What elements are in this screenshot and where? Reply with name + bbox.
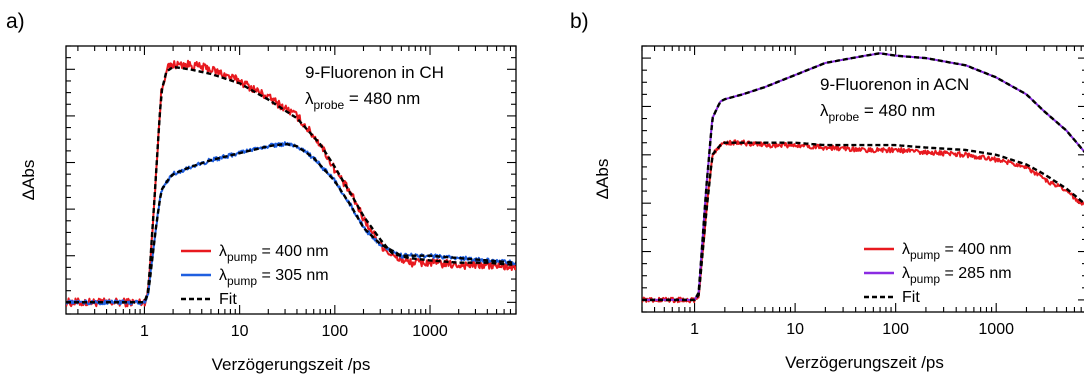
x-tick-label: 10	[231, 323, 249, 340]
legend-value: Fit	[219, 291, 237, 308]
legend-entry: λpump = 400 nm	[902, 241, 1012, 262]
probe-symbol: λ	[305, 89, 314, 108]
panel-label: b)	[570, 10, 589, 33]
probe-subscript: probe	[314, 98, 345, 112]
chart-panel-a: a) 1 10 100 1000 Verzögerungszeit /ps ΔAbs 9-Fl…	[6, 10, 517, 374]
fit-line	[66, 142, 516, 304]
x-tick-label: 100	[882, 321, 909, 338]
x-tick-label: 1000	[412, 323, 448, 340]
y-axis-label: ΔAbs	[19, 160, 38, 201]
probe-annotation: λprobe = 480 nm	[305, 89, 420, 112]
legend-entry: λpump = 305 nm	[219, 267, 329, 288]
probe-annotation: λprobe = 480 nm	[820, 101, 935, 124]
x-tick-label: 1	[140, 323, 149, 340]
sample-annotation: 9-Fluorenon in CH	[305, 63, 444, 82]
series-group	[642, 52, 1084, 304]
probe-value: = 480 nm	[344, 89, 420, 108]
fit-line	[642, 141, 1084, 302]
series-group	[66, 59, 516, 308]
probe-value: = 480 nm	[859, 101, 935, 120]
probe-subscript: probe	[829, 110, 860, 124]
plot-frame	[65, 45, 517, 315]
legend-symbol: λ	[902, 241, 910, 258]
legend-entry: Fit	[902, 289, 920, 306]
legend-subscript: pump	[910, 248, 940, 262]
panel-label: a)	[6, 10, 25, 33]
legend-value: = 400 nm	[257, 243, 329, 260]
legend-symbol: λ	[902, 265, 910, 282]
legend-value: = 400 nm	[940, 241, 1012, 258]
x-axis-label: Verzögerungszeit /ps	[212, 355, 371, 374]
probe-symbol: λ	[820, 101, 829, 120]
chart-panel-b: b) 1 10 100 1000 Verzögerungszeit /ps ΔAbs 9-Fl…	[570, 10, 1084, 372]
legend-entry: λpump = 400 nm	[219, 243, 329, 264]
x-axis-label: Verzögerungszeit /ps	[785, 353, 944, 372]
legend-subscript: pump	[227, 250, 257, 264]
legend-value: Fit	[902, 289, 920, 306]
legend-entry: Fit	[219, 291, 237, 308]
fit-line	[642, 52, 1084, 302]
legend-value: = 305 nm	[257, 267, 329, 284]
x-tick-label: 10	[786, 321, 804, 338]
x-tick-label: 1000	[978, 321, 1014, 338]
legend-value: = 285 nm	[940, 265, 1012, 282]
data-series-line	[642, 139, 1084, 304]
x-tick-label: 100	[321, 323, 348, 340]
y-axis-label: ΔAbs	[593, 159, 612, 200]
legend-subscript: pump	[227, 274, 257, 288]
sample-annotation: 9-Fluorenon in ACN	[820, 75, 969, 94]
legend-symbol: λ	[219, 243, 227, 260]
legend-subscript: pump	[910, 272, 940, 286]
legend-entry: λpump = 285 nm	[902, 265, 1012, 286]
legend-symbol: λ	[219, 267, 227, 284]
x-tick-label: 1	[690, 321, 699, 338]
